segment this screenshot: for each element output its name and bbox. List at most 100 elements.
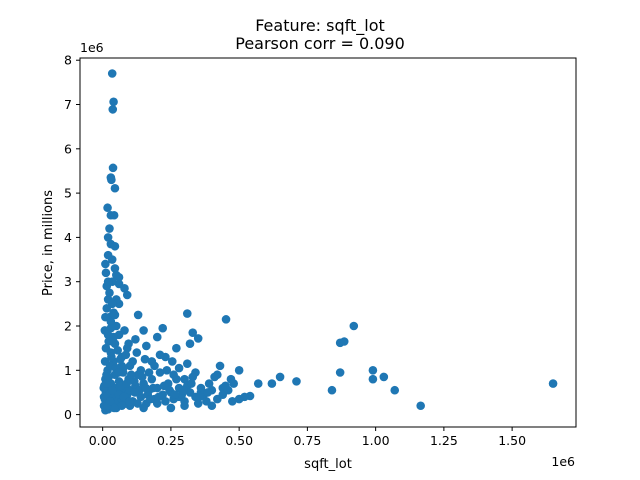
data-point xyxy=(327,385,337,395)
y-tick-label: 7 xyxy=(64,97,72,112)
data-point xyxy=(170,390,180,399)
data-point xyxy=(152,332,162,342)
data-point xyxy=(154,392,163,402)
data-point xyxy=(202,397,211,406)
data-point xyxy=(180,374,189,384)
data-point xyxy=(174,363,184,373)
x-tick-label: 0.00 xyxy=(89,433,117,448)
y-tick-label: 2 xyxy=(64,319,72,334)
data-point xyxy=(152,399,162,408)
x-axis-label: sqft_lot xyxy=(304,457,352,472)
x-axis-offset-text: 1e6 xyxy=(551,454,575,469)
data-point xyxy=(114,279,124,289)
data-point xyxy=(167,357,177,366)
data-point xyxy=(101,312,110,322)
data-point xyxy=(100,357,110,366)
data-point xyxy=(172,374,181,384)
data-point xyxy=(110,241,120,251)
data-point xyxy=(109,332,118,342)
data-point xyxy=(548,379,558,388)
data-point xyxy=(109,97,118,107)
data-point xyxy=(99,392,109,402)
data-point xyxy=(109,210,119,220)
data-point xyxy=(215,361,225,371)
y-tick-label: 4 xyxy=(64,230,72,245)
data-point xyxy=(137,372,147,382)
data-point xyxy=(267,379,277,388)
y-tick-label: 1 xyxy=(64,363,72,378)
data-point xyxy=(103,233,113,242)
data-point xyxy=(105,288,114,298)
data-point xyxy=(158,323,168,333)
data-point xyxy=(223,385,233,395)
data-point xyxy=(110,264,120,273)
data-point xyxy=(185,339,195,349)
data-point xyxy=(150,361,159,371)
data-point xyxy=(108,105,118,114)
data-point xyxy=(133,399,142,408)
x-tick-label: 0.50 xyxy=(225,433,253,448)
data-point xyxy=(146,394,155,404)
data-point xyxy=(349,321,359,331)
data-point xyxy=(210,372,219,382)
data-point xyxy=(335,368,345,377)
data-point xyxy=(253,379,263,388)
data-point xyxy=(368,374,378,384)
data-point xyxy=(416,401,425,411)
data-point xyxy=(172,343,181,353)
data-point xyxy=(131,334,140,344)
data-point xyxy=(122,379,131,388)
data-point xyxy=(195,392,204,402)
data-point xyxy=(182,359,192,368)
data-point xyxy=(110,310,120,320)
x-tick-label: 0.25 xyxy=(157,433,185,448)
data-point xyxy=(390,385,400,395)
data-point xyxy=(114,368,123,377)
data-point xyxy=(155,350,165,360)
data-point xyxy=(130,377,139,386)
data-point xyxy=(178,385,188,395)
y-axis-label: Price, in millions xyxy=(41,190,56,296)
data-point xyxy=(193,334,203,343)
data-point xyxy=(188,328,198,337)
data-point xyxy=(105,397,115,406)
data-point xyxy=(161,397,170,406)
data-point xyxy=(125,397,134,406)
data-point xyxy=(203,388,213,397)
data-point xyxy=(136,366,146,375)
data-point xyxy=(379,372,389,382)
data-point xyxy=(113,346,122,355)
data-point xyxy=(110,183,120,193)
data-point xyxy=(101,268,111,278)
data-point xyxy=(130,388,140,397)
data-point xyxy=(166,403,176,413)
data-point xyxy=(132,348,142,357)
chart-title-line-1: Feature: sqft_lot xyxy=(255,16,385,36)
data-point xyxy=(117,401,127,411)
data-point xyxy=(107,175,116,185)
data-point xyxy=(229,379,238,388)
chart-title-line-2: Pearson corr = 0.090 xyxy=(235,34,405,53)
data-point xyxy=(105,224,114,233)
x-axis-ticks: 0.00 0.25 0.50 0.75 1.00 1.25 1.50 xyxy=(89,427,526,448)
data-points xyxy=(99,69,558,415)
data-point xyxy=(127,370,136,380)
data-point xyxy=(101,259,110,269)
data-point xyxy=(228,397,237,406)
data-point xyxy=(234,394,244,404)
data-point xyxy=(121,350,131,360)
data-point xyxy=(112,270,121,280)
data-point xyxy=(188,372,198,382)
data-point xyxy=(140,354,150,364)
data-point xyxy=(196,383,206,393)
data-point xyxy=(234,366,244,375)
data-point xyxy=(107,352,116,362)
data-point xyxy=(107,69,117,78)
data-point xyxy=(147,374,157,384)
y-axis-ticks: 0 1 2 3 4 5 6 7 8 xyxy=(64,53,80,422)
data-point xyxy=(101,343,111,353)
data-point xyxy=(108,163,118,173)
data-point xyxy=(124,339,133,349)
data-point xyxy=(187,379,196,388)
